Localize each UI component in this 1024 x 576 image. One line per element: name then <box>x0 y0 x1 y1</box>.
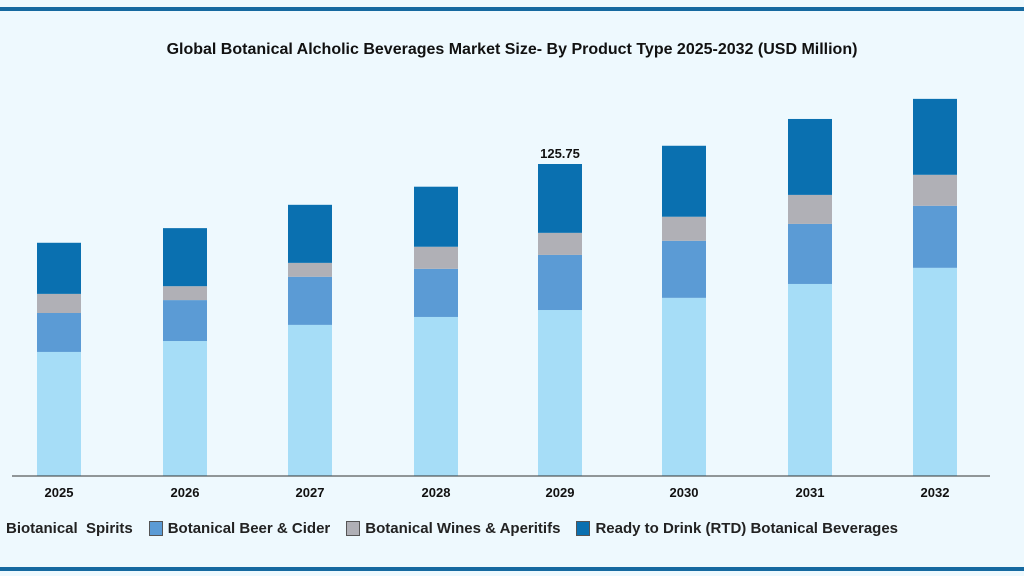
bar-segment-2027-3 <box>288 204 332 263</box>
legend-swatch <box>346 521 361 536</box>
chart-title: Global Botanical Alcholic Beverages Mark… <box>167 41 858 58</box>
top-rule <box>0 7 1024 11</box>
x-tick-label: 2029 <box>546 485 575 500</box>
bar-segment-2026-0 <box>163 341 207 476</box>
bar-segment-2025-1 <box>37 312 81 352</box>
bar-segment-2032-2 <box>913 174 957 206</box>
x-tick-label: 2027 <box>296 485 325 500</box>
x-tick-label: 2028 <box>422 485 451 500</box>
x-tick-label: 2031 <box>796 485 825 500</box>
bar-segment-2028-0 <box>414 316 458 476</box>
bottom-rule <box>0 567 1024 571</box>
legend-swatch <box>576 521 591 536</box>
bar-segment-2029-0 <box>538 310 582 476</box>
bar-segment-2031-3 <box>788 118 832 195</box>
legend-item: Botanical Wines & Aperitifs <box>346 520 560 537</box>
legend-item: Biotanical Spirits <box>6 520 133 537</box>
bar-segment-2028-3 <box>414 186 458 247</box>
legend-item: Ready to Drink (RTD) Botanical Beverages <box>576 520 898 537</box>
x-tick-label: 2025 <box>45 485 74 500</box>
bar-segment-2025-0 <box>37 351 81 476</box>
legend-label: Botanical Beer & Cider <box>167 520 331 537</box>
bar-segment-2026-3 <box>163 228 207 287</box>
bar-segment-2032-1 <box>913 205 957 268</box>
bar-segment-2028-2 <box>414 246 458 269</box>
bar-segment-2027-1 <box>288 276 332 325</box>
bar-segment-2029-1 <box>538 254 582 311</box>
bar-segment-2030-1 <box>662 240 706 298</box>
bar-segment-2027-2 <box>288 262 332 277</box>
bar-segment-2026-1 <box>163 300 207 342</box>
bar-segment-2030-2 <box>662 216 706 241</box>
bar-segment-2029-3 <box>538 164 582 233</box>
bar-segment-2026-2 <box>163 286 207 301</box>
bar-segment-2030-0 <box>662 297 706 476</box>
legend-label: Ready to Drink (RTD) Botanical Beverages <box>595 520 899 537</box>
bar-segment-2027-0 <box>288 324 332 476</box>
x-tick-label: 2030 <box>670 485 699 500</box>
x-tick-label: 2032 <box>921 485 950 500</box>
bar-segment-2032-3 <box>913 98 957 175</box>
bar-segment-2031-0 <box>788 283 832 476</box>
x-tick-label: 2026 <box>171 485 200 500</box>
bar-segment-2025-2 <box>37 293 81 313</box>
legend-label: Biotanical Spirits <box>6 520 133 537</box>
bar-segment-2030-3 <box>662 145 706 217</box>
legend-swatch <box>148 521 163 536</box>
bar-segment-2032-0 <box>913 267 957 476</box>
legend-item: Botanical Beer & Cider <box>148 520 331 537</box>
bar-segment-2025-3 <box>37 242 81 294</box>
bar-segment-2031-2 <box>788 194 832 224</box>
legend-label: Botanical Wines & Aperitifs <box>365 520 561 537</box>
bar-segment-2028-1 <box>414 268 458 317</box>
legend: Biotanical Spirits Botanical Beer & Cider… <box>6 520 914 537</box>
bar-segment-2031-1 <box>788 223 832 284</box>
bar-segment-2029-2 <box>538 232 582 255</box>
data-label: 125.75 <box>540 146 580 161</box>
